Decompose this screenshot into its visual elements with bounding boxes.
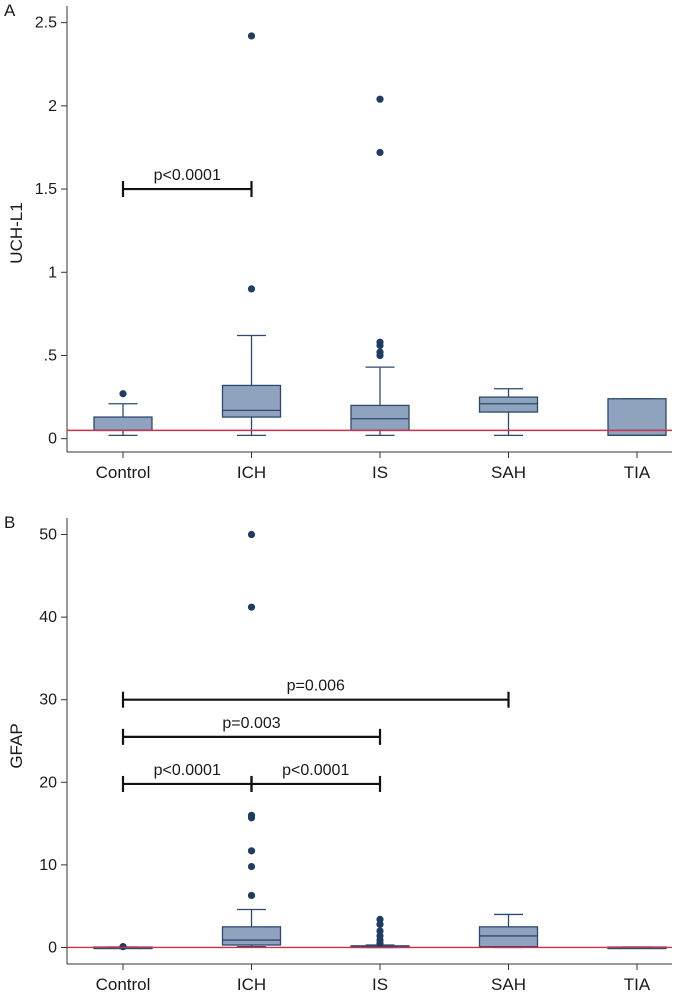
outlier-point — [376, 148, 384, 157]
panel-a: A UCH-L1 0 .5 1 1.5 2 2.5 Control ICH IS SAH TIA p<… — [4, 1, 672, 482]
panel-b-significance-2: p<0.0001 — [121, 762, 253, 792]
iqr-box — [478, 926, 539, 948]
iqr-box — [221, 384, 282, 418]
panel-b-significance-1: p=0.003 — [121, 715, 382, 745]
panel-a-significance-0: p<0.0001 — [121, 167, 253, 198]
outlier-point — [119, 943, 127, 951]
outlier-point — [376, 338, 384, 346]
panel-b-box-sah — [478, 913, 539, 949]
significance-label: p<0.0001 — [154, 167, 221, 184]
panel-b-box-is — [350, 915, 410, 949]
panel-a-box-is — [350, 95, 410, 437]
outlier-point — [376, 95, 384, 103]
panel-a-y-axis-title: UCH-L1 — [7, 202, 26, 263]
outlier-point — [247, 530, 256, 539]
panel-b-y-tick-label: 0 — [48, 939, 57, 956]
significance-label: p<0.0001 — [282, 762, 349, 779]
iqr-box — [607, 398, 667, 437]
outlier-point — [247, 862, 256, 871]
iqr-box — [478, 396, 539, 413]
panel-b-x-tick-label-is: IS — [372, 975, 388, 992]
panel-b-significance-0: p=0.006 — [121, 678, 510, 708]
panel-b-y-tick-label: 20 — [39, 774, 57, 791]
panel-b-y-tick-label: 40 — [39, 609, 57, 626]
outlier-point — [376, 927, 384, 935]
panel-a-x-tick-label-ich: ICH — [237, 463, 266, 482]
outlier-point — [247, 811, 256, 819]
panel-a-box-sah — [478, 388, 539, 437]
panel-b-y-axis-title: GFAP — [7, 723, 26, 768]
panel-b-significance-3: p<0.0001 — [250, 762, 382, 792]
panel-b: B GFAP 0 10 20 30 40 50 Control ICH IS SAH TIA p=0.… — [4, 513, 672, 992]
panel-a-box-ich — [221, 32, 282, 437]
outlier-point — [247, 285, 256, 293]
panel-b-x-tick-label-tia: TIA — [624, 975, 651, 992]
significance-label: p<0.0001 — [154, 762, 221, 779]
panel-a-x-tick-label-control: Control — [96, 463, 151, 482]
outlier-point — [247, 847, 256, 855]
outlier-point — [376, 920, 384, 928]
panel-b-y-tick-label: 10 — [39, 857, 57, 874]
panel-a-y-tick-label: 0 — [48, 431, 57, 448]
panel-b-x-tick-label-ich: ICH — [237, 975, 266, 992]
outlier-point — [119, 390, 127, 398]
iqr-box — [221, 926, 282, 946]
panel-a-y-tick-label: 2 — [48, 98, 57, 115]
iqr-box — [350, 404, 410, 432]
panel-a-x-tick-label-sah: SAH — [491, 463, 526, 482]
panel-a-y-tick-label: 2.5 — [35, 15, 57, 32]
panel-a-y-tick-label: 1 — [48, 264, 57, 281]
panel-a-y-tick-label: .5 — [44, 347, 57, 364]
panel-a-box-tia — [607, 398, 667, 437]
panel-a-y-tick-label: 1.5 — [35, 181, 57, 198]
panel-b-x-tick-label-control: Control — [96, 975, 151, 992]
panel-a-box-control — [93, 390, 153, 437]
outlier-point — [376, 932, 384, 940]
outlier-point — [247, 603, 256, 611]
panel-a-label: A — [4, 1, 16, 20]
outlier-point — [376, 915, 384, 924]
panel-b-box-control — [93, 943, 153, 951]
panel-b-y-tick-label: 30 — [39, 692, 57, 709]
significance-label: p=0.006 — [287, 678, 345, 695]
panel-b-label: B — [4, 513, 15, 532]
panel-b-y-tick-label: 50 — [39, 527, 57, 544]
panel-a-x-tick-label-tia: TIA — [624, 463, 651, 482]
outlier-point — [376, 348, 384, 356]
panel-b-x-tick-label-sah: SAH — [491, 975, 526, 992]
outlier-point — [247, 32, 256, 40]
panel-a-x-tick-label-is: IS — [372, 463, 388, 482]
outlier-point — [247, 891, 256, 900]
panel-b-box-ich — [221, 530, 282, 948]
iqr-box — [93, 416, 153, 432]
significance-label: p=0.003 — [222, 715, 280, 732]
